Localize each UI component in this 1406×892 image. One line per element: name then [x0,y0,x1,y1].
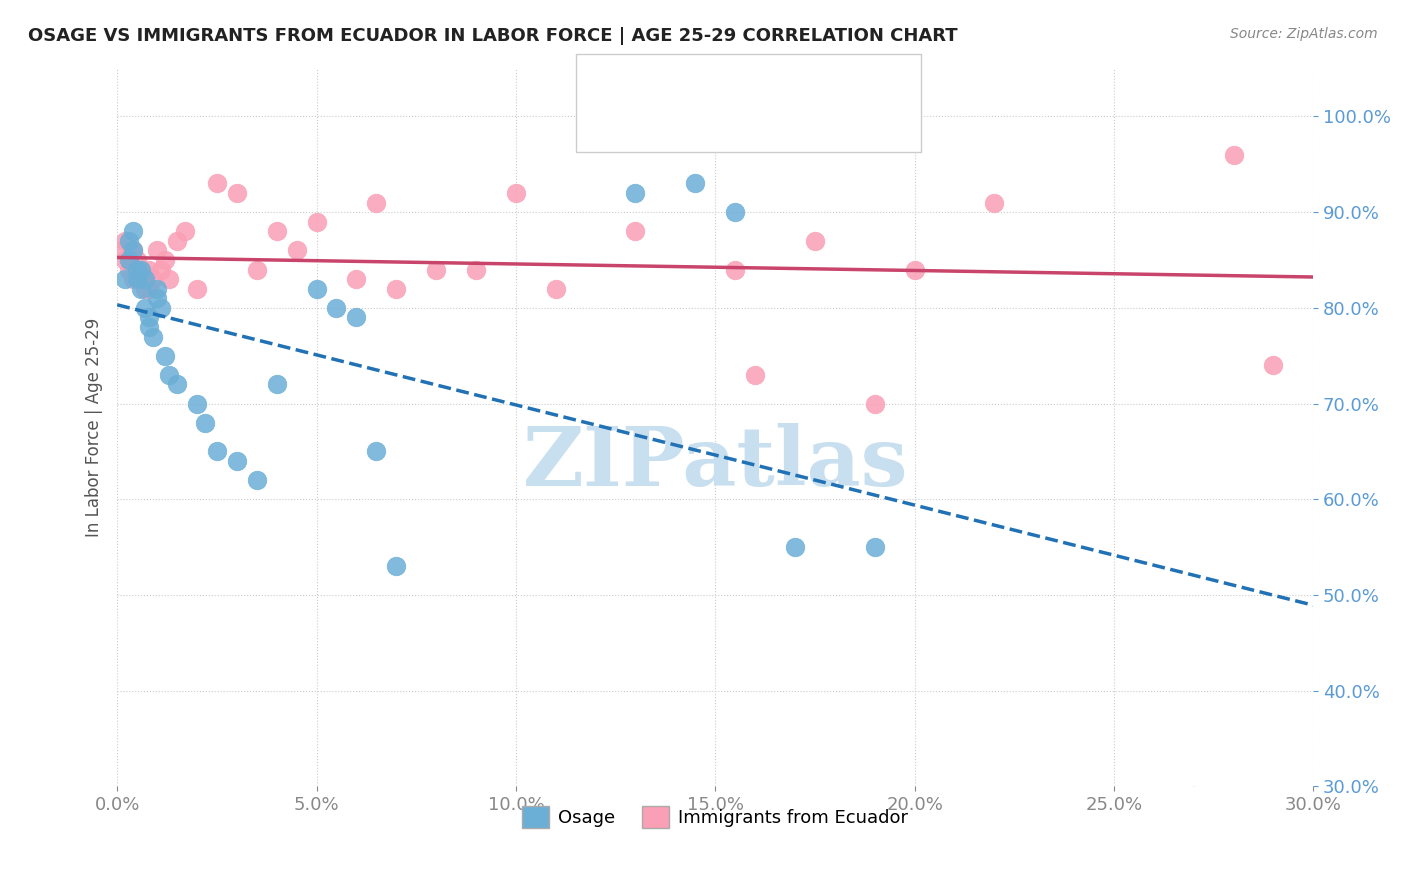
Point [305,215,328,229]
Point [266,377,288,392]
Point [142,329,165,343]
Point [118,234,141,248]
Point [344,272,367,286]
Point [724,262,747,277]
Point [385,559,408,574]
Point [122,244,145,258]
Point [134,282,156,296]
Point [724,205,747,219]
Point [505,186,527,200]
Text: Source: ZipAtlas.com: Source: ZipAtlas.com [1230,27,1378,41]
Point [138,262,160,277]
Point [246,262,269,277]
Point [114,252,136,267]
Point [134,272,156,286]
Point [205,177,228,191]
Point [157,368,180,382]
Point [118,262,141,277]
Point [150,301,173,315]
Point [153,252,176,267]
Point [863,540,886,554]
Point [174,224,197,238]
Point [1263,359,1285,373]
Point [305,282,328,296]
Point [122,224,145,238]
Point [465,262,488,277]
Point [146,291,169,305]
Point [127,272,149,286]
Point [129,262,152,277]
Point [903,262,925,277]
Text: OSAGE VS IMMIGRANTS FROM ECUADOR IN LABOR FORCE | AGE 25-29 CORRELATION CHART: OSAGE VS IMMIGRANTS FROM ECUADOR IN LABO… [28,27,957,45]
Point [983,195,1005,210]
Point [186,396,208,410]
Point [166,234,188,248]
Point [344,310,367,325]
Y-axis label: In Labor Force | Age 25-29: In Labor Force | Age 25-29 [86,318,103,537]
Point [225,454,247,468]
Point [146,282,169,296]
Point [325,301,347,315]
Point [624,186,647,200]
Point [166,377,188,392]
Point [146,244,169,258]
Point [804,234,827,248]
Point [285,244,308,258]
Point [134,301,156,315]
Point [186,282,208,296]
Point [366,195,388,210]
Point [366,444,388,458]
Legend: Osage, Immigrants from Ecuador: Osage, Immigrants from Ecuador [515,798,915,835]
Point [110,244,132,258]
Text: ZIPatlas: ZIPatlas [523,424,908,503]
Point [118,252,141,267]
Point [118,252,141,267]
Point [122,272,145,286]
Point [129,282,152,296]
Point [114,234,136,248]
Point [863,396,886,410]
Point [127,262,149,277]
Point [1182,789,1205,803]
Point [205,444,228,458]
Point [1222,147,1244,161]
Point [157,272,180,286]
Point [246,473,269,487]
Bar [591,106,630,140]
Point [225,186,247,200]
Point [783,540,806,554]
Point [127,262,149,277]
Point [153,349,176,363]
Bar [591,64,630,98]
Point [138,320,160,334]
Point [685,177,707,191]
Text: N = 37: N = 37 [789,71,862,91]
Point [114,272,136,286]
Point [129,272,152,286]
Point [138,310,160,325]
Point [134,272,156,286]
Point [194,416,217,430]
Point [127,252,149,267]
Point [129,262,152,277]
Point [385,282,408,296]
Point [544,282,567,296]
Point [624,224,647,238]
Point [425,262,447,277]
Point [744,368,766,382]
Point [138,282,160,296]
Text: R = -0.013: R = -0.013 [643,71,758,91]
Point [266,224,288,238]
Text: N = 45: N = 45 [789,113,862,133]
Text: R =  0.132: R = 0.132 [643,113,756,133]
Point [142,272,165,286]
Point [150,262,173,277]
Point [122,244,145,258]
